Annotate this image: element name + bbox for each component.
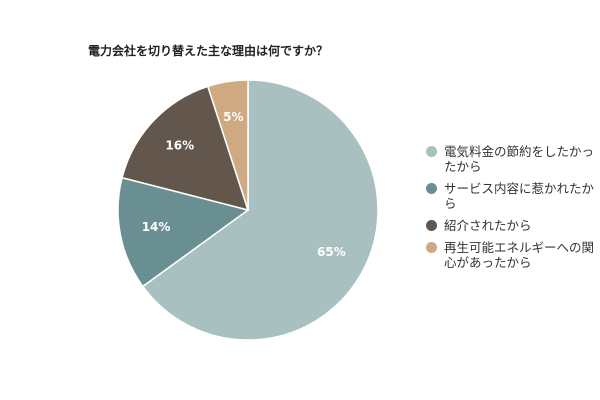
legend-label: サービス内容に惹かれたから xyxy=(444,181,595,211)
slice-value-label: 14% xyxy=(142,220,171,234)
slice-value-label: 5% xyxy=(223,110,243,124)
slice-value-label: 65% xyxy=(317,245,346,259)
legend-label: 再生可能エネルギーへの関心があったから xyxy=(444,240,595,270)
legend-swatch xyxy=(426,220,437,231)
legend-swatch xyxy=(426,242,437,253)
legend-item[interactable]: サービス内容に惹かれたから xyxy=(424,181,600,211)
legend-label: 紹介されたから xyxy=(444,218,532,233)
legend-item[interactable]: 紹介されたから xyxy=(424,218,600,233)
pie-slice[interactable] xyxy=(206,79,249,211)
pie-slice[interactable] xyxy=(121,85,250,212)
legend-swatch xyxy=(426,183,437,194)
legend-swatch xyxy=(426,146,437,157)
pie-slice[interactable] xyxy=(141,79,379,341)
legend-item[interactable]: 電気料金の節約をしたかったから xyxy=(424,144,600,174)
chart-legend: 電気料金の節約をしたかったから サービス内容に惹かれたから 紹介されたから 再生… xyxy=(424,144,600,277)
legend-item[interactable]: 再生可能エネルギーへの関心があったから xyxy=(424,240,600,270)
pie-slice[interactable] xyxy=(117,176,250,288)
chart-title: 電力会社を切り替えた主な理由は何ですか？ xyxy=(88,44,329,58)
legend-label: 電気料金の節約をしたかったから xyxy=(444,144,595,174)
slice-value-label: 16% xyxy=(165,138,194,152)
